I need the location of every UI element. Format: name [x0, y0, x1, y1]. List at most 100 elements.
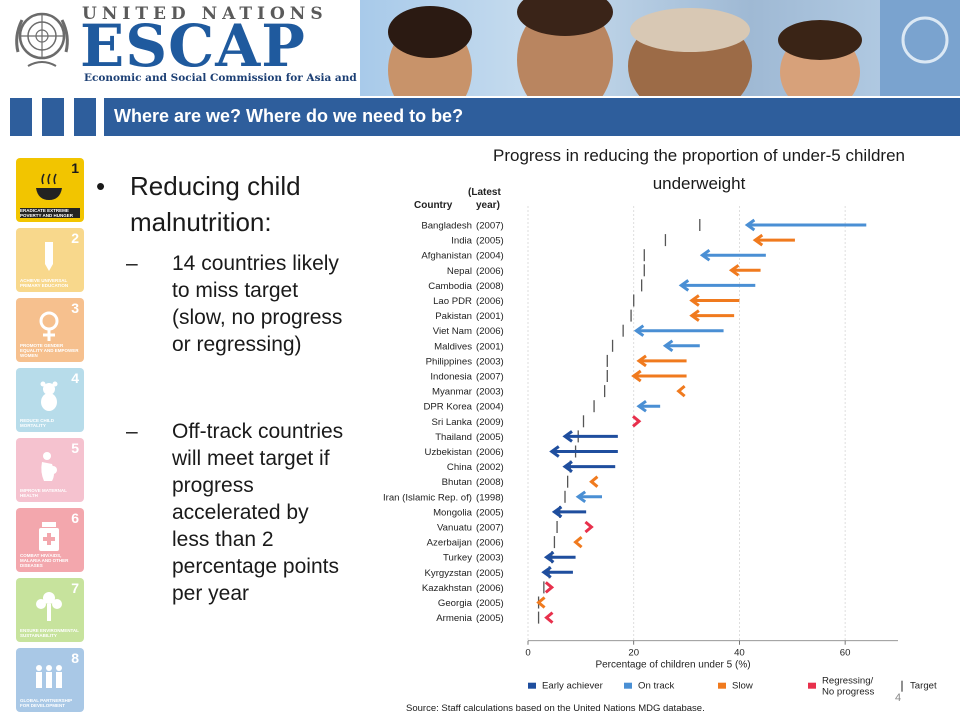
title-bar-block: [74, 98, 96, 136]
progress-chevron: [544, 581, 555, 594]
mdg-goal-number: 4: [71, 370, 79, 386]
country-label: Armenia: [436, 613, 472, 624]
year-label: (2006): [476, 583, 504, 594]
pencil-icon: [45, 242, 53, 271]
legend-label: Regressing/: [822, 676, 874, 687]
legend-label: On track: [638, 681, 674, 692]
bowl-icon: [36, 173, 62, 200]
year-label: (2005): [476, 236, 504, 247]
mdg-goal-text: ACHIEVE UNIVERSAL PRIMARY EDUCATION: [20, 278, 69, 288]
mdg-goal-number: 5: [71, 440, 79, 456]
country-label: Iran (Islamic Rep. of): [383, 492, 472, 503]
mdg-goal-text: IMPROVE MATERNAL HEALTH: [20, 488, 67, 498]
female-symbol-icon: [39, 311, 59, 341]
country-label: Thailand: [435, 432, 472, 443]
year-label: (1998): [476, 492, 504, 503]
country-label: Philippines: [426, 356, 473, 367]
country-label: Mongolia: [433, 507, 473, 518]
year-label: (2007): [476, 221, 504, 232]
medicine-bottle-icon: [39, 522, 59, 551]
mdg-goal-2: 2 ACHIEVE UNIVERSAL PRIMARY EDUCATION: [16, 228, 84, 292]
country-label: Pakistan: [435, 311, 472, 322]
legend-swatch: [528, 682, 536, 689]
mdg-goal-3: 3 PROMOTE GENDER EQUALITY AND EMPOWER WOM…: [16, 298, 84, 362]
progress-arrow-head: [678, 279, 690, 292]
x-tick-label: 60: [840, 648, 851, 659]
year-label: (2007): [476, 523, 504, 534]
country-label: Afghanistan: [421, 251, 472, 262]
country-label: Turkey: [443, 553, 472, 564]
people-icon: [36, 665, 62, 688]
mdg-goal-1: 1 ERADICATE EXTREME POVERTY AND HUNGER: [16, 158, 84, 222]
year-label: (2003): [476, 356, 504, 367]
year-label: (2008): [476, 477, 504, 488]
progress-chevron: [632, 415, 642, 428]
org-top-text: UNITED NATIONS: [82, 4, 328, 24]
country-label: Myanmar: [432, 387, 473, 398]
progress-arrow-head: [549, 445, 560, 458]
bullet-main: • Reducing child malnutrition:: [96, 168, 346, 240]
country-label: Lao PDR: [433, 296, 472, 307]
sub-bullet-marker: –: [126, 420, 138, 443]
progress-arrow-head: [541, 566, 552, 579]
country-label: Uzbekistan: [425, 447, 472, 458]
mdg-goal-4: 4 REDUCE CHILD MORTALITY: [16, 368, 84, 432]
org-name-logo: ESCAP: [80, 12, 306, 80]
year-label: (2008): [476, 281, 504, 292]
x-axis-label: Percentage of children under 5 (%): [595, 660, 750, 671]
slide-title: Where are we? Where do we need to be?: [114, 106, 464, 126]
children-photo: [360, 0, 960, 96]
sub-bullet-marker: –: [126, 252, 138, 275]
mdg-goal-text: COMBAT HIV/AIDS, MALARIA AND OTHER DISEA…: [20, 553, 69, 568]
source-note: Source: Staff calculations based on the …: [406, 703, 705, 714]
year-label: (2005): [476, 432, 504, 443]
progress-arrow-head: [728, 264, 740, 277]
mdg-goal-number: 8: [71, 650, 79, 666]
progress-arrow-head: [689, 309, 700, 322]
year-label: (2001): [476, 311, 504, 322]
year-label: (2006): [476, 447, 504, 458]
sub-bullet: – 14 countries likely to miss target (sl…: [126, 250, 346, 358]
country-label: Nepal: [447, 266, 472, 277]
country-label: China: [447, 462, 473, 473]
legend-swatch: [624, 682, 632, 689]
un-emblem-icon: [15, 12, 69, 67]
progress-chevron: [573, 535, 583, 549]
x-tick-label: 40: [734, 648, 745, 659]
malnutrition-chart: Country (Latest year) Bangladesh (2007) Indi…: [383, 187, 937, 698]
org-full-name: Economic and Social Commission for Asia …: [84, 72, 423, 84]
year-label: (2005): [476, 568, 504, 579]
legend-label: No progress: [822, 687, 874, 698]
mother-icon: [41, 452, 57, 481]
legend-label: Slow: [732, 681, 753, 692]
mdg-goal-number: 6: [71, 510, 79, 526]
sub-bullet: – Off-track countries will meet target i…: [126, 418, 346, 607]
bullet-marker: •: [96, 171, 106, 201]
tree-icon: [36, 592, 62, 621]
country-label: Indonesia: [430, 372, 472, 383]
chart-title: Progress in reducing the proportion of u…: [492, 146, 906, 193]
year-label: (2006): [476, 538, 504, 549]
bullet-main-text: Reducing child malnutrition:: [130, 171, 301, 237]
mdg-goal-text: ERADICATE EXTREME POVERTY AND HUNGER: [20, 208, 80, 218]
progress-arrow-head: [633, 324, 645, 337]
year-label: (2004): [476, 402, 504, 413]
country-label: Cambodia: [428, 281, 472, 292]
country-label: Vanuatu: [437, 523, 472, 534]
mdg-goal-number: 1: [71, 160, 79, 176]
mdg-goal-text: REDUCE CHILD MORTALITY: [20, 418, 55, 428]
year-label: (2004): [476, 251, 504, 262]
mdg-goal-8: 8 GLOBAL PARTNERSHIP FOR DEVELOPMENT: [16, 648, 84, 712]
legend-label: Target: [910, 681, 937, 692]
title-bar-block: [42, 98, 64, 136]
year-label: (2003): [476, 553, 504, 564]
year-label: (2009): [476, 417, 504, 428]
title-bar-block: [10, 98, 32, 136]
country-label: Sri Lanka: [431, 417, 472, 428]
progress-chevron: [676, 384, 686, 398]
progress-arrow-head: [551, 505, 563, 519]
progress-chevron: [584, 520, 594, 534]
page-number: 4: [895, 692, 902, 704]
mdg-goal-7: 7 ENSURE ENVIRONMENTAL SUSTAINABILITY: [16, 578, 84, 642]
progress-arrow-head: [631, 369, 642, 383]
